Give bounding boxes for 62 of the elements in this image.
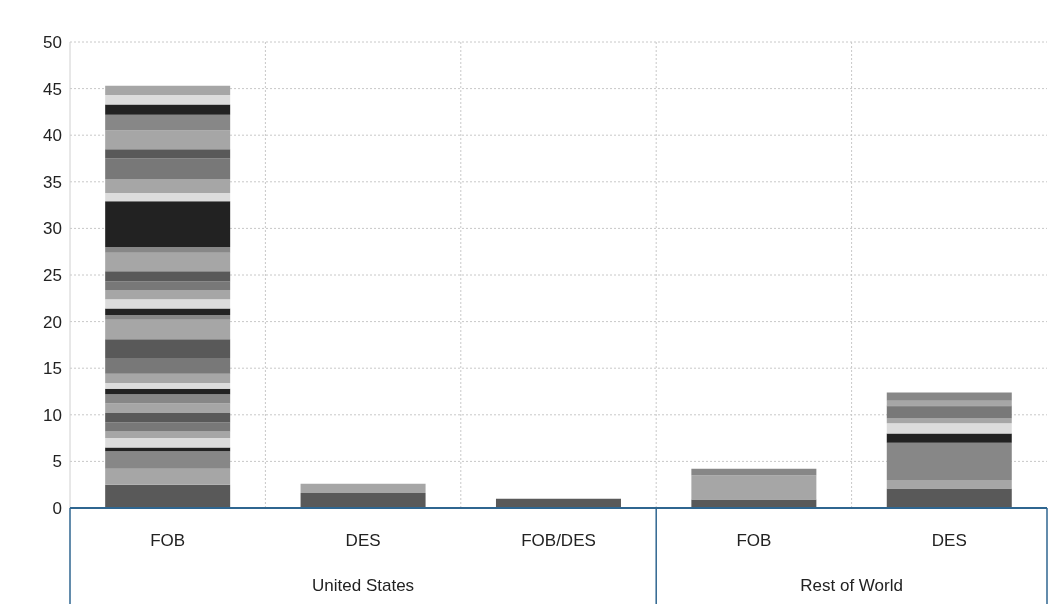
- y-tick-label: 25: [43, 266, 62, 286]
- bar: [300, 483, 426, 494]
- y-tick-label: 15: [43, 359, 62, 379]
- bar: [105, 149, 231, 159]
- bar: [105, 451, 231, 469]
- bar: [886, 488, 1012, 508]
- bar: [105, 412, 231, 423]
- x-tick-label: FOB: [150, 531, 186, 551]
- bar: [105, 383, 231, 389]
- bar: [886, 423, 1012, 434]
- bar: [105, 468, 231, 485]
- y-tick-label: 45: [43, 79, 62, 99]
- y-tick-label: 50: [43, 33, 62, 53]
- bar: [300, 493, 426, 508]
- bar: [105, 179, 231, 193]
- bar: [691, 475, 817, 500]
- bar: [105, 394, 231, 404]
- bar: [105, 431, 231, 439]
- x-tick-label: FOB: [736, 531, 772, 551]
- bar: [105, 422, 231, 432]
- bar: [105, 299, 231, 309]
- bar: [105, 95, 231, 105]
- bar: [105, 247, 231, 253]
- x-tick-label: DES: [345, 531, 381, 551]
- bar: [886, 433, 1012, 443]
- bar: [105, 315, 231, 320]
- bar: [105, 252, 231, 272]
- y-tick-label: 30: [43, 219, 62, 239]
- y-tick-label: 5: [52, 452, 62, 472]
- bar: [105, 357, 231, 374]
- bar: [105, 192, 231, 202]
- bar: [886, 392, 1012, 401]
- bar: [886, 480, 1012, 489]
- bar: [105, 339, 231, 358]
- bar: [105, 271, 231, 282]
- bar: [105, 484, 231, 508]
- bar: [105, 130, 231, 150]
- text: Rest of World: [800, 576, 903, 595]
- y-tick-label: 35: [43, 172, 62, 192]
- bar: [105, 308, 231, 316]
- bar: [105, 201, 231, 248]
- bar: [691, 468, 817, 476]
- bar: [105, 447, 231, 452]
- text: United States: [312, 576, 415, 595]
- y-tick-label: 10: [43, 405, 62, 425]
- bar: [105, 114, 231, 131]
- x-tick-label: FOB/DES: [521, 531, 596, 551]
- bar: [105, 104, 231, 115]
- bar: [105, 281, 231, 290]
- bar: [886, 406, 1012, 419]
- bar: [105, 403, 231, 413]
- y-tick-label: 20: [43, 312, 62, 332]
- bar: [105, 373, 231, 384]
- y-tick-label: 40: [43, 126, 62, 146]
- bar: [105, 438, 231, 448]
- bar: [105, 289, 231, 300]
- x-tick-label: DES: [931, 531, 967, 551]
- bar: [105, 319, 231, 340]
- bar: [105, 158, 231, 179]
- bar: [886, 442, 1012, 481]
- bar: [105, 85, 231, 96]
- y-tick-label: 0: [52, 499, 62, 519]
